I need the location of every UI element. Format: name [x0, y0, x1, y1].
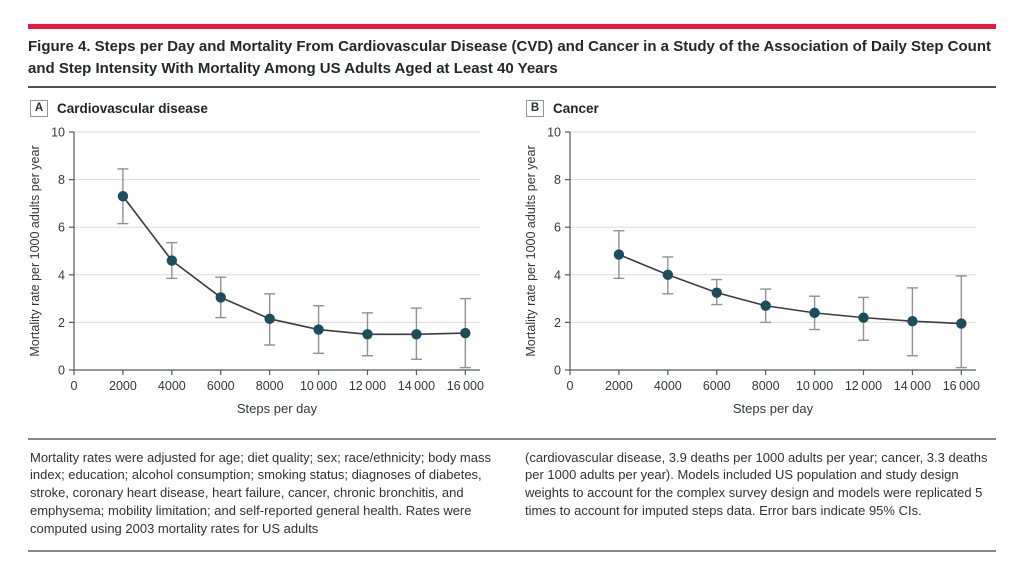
footnote-divider-bottom — [28, 550, 996, 553]
panel-a-badge: A — [30, 99, 48, 117]
y-tick-label: 4 — [58, 268, 65, 282]
x-tick-label: 12 000 — [349, 379, 386, 393]
figure-title-line-1: Figure 4. Steps per Day and Mortality Fr… — [28, 38, 991, 55]
data-point — [313, 323, 324, 335]
y-tick-label: 8 — [58, 173, 65, 187]
x-tick-label: 4000 — [158, 379, 186, 393]
x-tick-label: 14 000 — [894, 379, 931, 393]
data-point — [662, 269, 674, 280]
footnote-divider-top — [28, 437, 996, 440]
x-tick-label: 2000 — [605, 379, 633, 393]
data-point — [264, 313, 275, 324]
y-tick-label: 6 — [554, 220, 561, 234]
y-axis-label: Mortality rate per 1000 adults per year — [524, 145, 538, 356]
trend-line — [122, 195, 466, 335]
data-point — [166, 254, 178, 266]
y-tick-label: 10 — [51, 125, 65, 139]
y-tick-label: 0 — [58, 363, 65, 377]
x-tick-label: 0 — [71, 379, 78, 393]
figure-title-line-2: and Step Intensity With Mortality Among … — [28, 59, 558, 77]
data-point — [117, 190, 129, 201]
panel-cancer: B Cancer 0 2 4 6 8 10 0 2000 4000 6000 8000 10 000 1… — [524, 99, 996, 420]
figure-title: Figure 4. Steps per Day and Mortality Fr… — [28, 36, 996, 88]
cancer-mortality-chart: 0 2 4 6 8 10 0 2000 4000 6000 8000 10 000 12 000 14 0… — [524, 125, 980, 416]
x-tick-label: 8000 — [256, 379, 284, 393]
x-axis-label: Steps per day — [237, 401, 318, 416]
x-tick-label: 6000 — [703, 379, 731, 393]
x-tick-label: 4000 — [654, 379, 682, 393]
data-point — [907, 315, 918, 326]
y-tick-label: 4 — [554, 268, 561, 282]
data-point — [809, 307, 820, 318]
data-point — [956, 317, 967, 329]
data-point — [215, 291, 226, 303]
x-tick-label: 10 000 — [796, 379, 833, 393]
panel-b-badge: B — [526, 99, 544, 117]
y-tick-label: 2 — [554, 315, 561, 329]
data-point — [613, 248, 625, 260]
panel-a-header: A Cardiovascular disease — [28, 99, 500, 117]
x-tick-label: 0 — [567, 379, 574, 393]
footnote-left: Mortality rates were adjusted for age; d… — [30, 449, 491, 537]
panels-row: A Cardiovascular disease 0 2 4 6 8 10 0 2000 400… — [28, 99, 996, 420]
x-tick-label: 16 000 — [943, 379, 980, 393]
panel-cardiovascular: A Cardiovascular disease 0 2 4 6 8 10 0 2000 400… — [28, 99, 500, 420]
footnote-right: (cardiovascular disease, 3.9 deaths per … — [525, 449, 988, 519]
x-tick-label: 10 000 — [300, 379, 337, 393]
x-tick-label: 8000 — [752, 379, 780, 393]
y-tick-label: 6 — [58, 220, 65, 234]
data-point — [711, 286, 722, 298]
y-axis-label: Mortality rate per 1000 adults per year — [28, 145, 42, 356]
x-axis-label: Steps per day — [733, 401, 814, 416]
cardiovascular-mortality-chart: 0 2 4 6 8 10 0 2000 4000 6000 8000 10 000 12 000 14 0… — [28, 125, 484, 416]
figure-page: Figure 4. Steps per Day and Mortality Fr… — [0, 24, 1024, 553]
panel-b-header: B Cancer — [524, 99, 996, 117]
data-point — [760, 300, 771, 311]
data-point — [460, 327, 471, 338]
panel-b-title: Cancer — [553, 100, 599, 116]
y-tick-label: 2 — [58, 315, 65, 329]
x-tick-label: 16 000 — [447, 379, 484, 393]
data-point — [858, 311, 869, 323]
y-tick-label: 10 — [547, 125, 561, 139]
data-point — [362, 328, 373, 339]
x-tick-label: 12 000 — [845, 379, 882, 393]
data-point — [411, 328, 422, 339]
x-tick-label: 14 000 — [398, 379, 435, 393]
footnotes: Mortality rates were adjusted for age; d… — [28, 440, 996, 551]
panel-a-title: Cardiovascular disease — [57, 100, 208, 116]
y-tick-label: 8 — [554, 173, 561, 187]
y-tick-label: 0 — [554, 363, 561, 377]
x-tick-label: 2000 — [109, 379, 137, 393]
accent-bar — [28, 24, 996, 29]
x-tick-label: 6000 — [207, 379, 235, 393]
trend-line — [618, 253, 962, 324]
